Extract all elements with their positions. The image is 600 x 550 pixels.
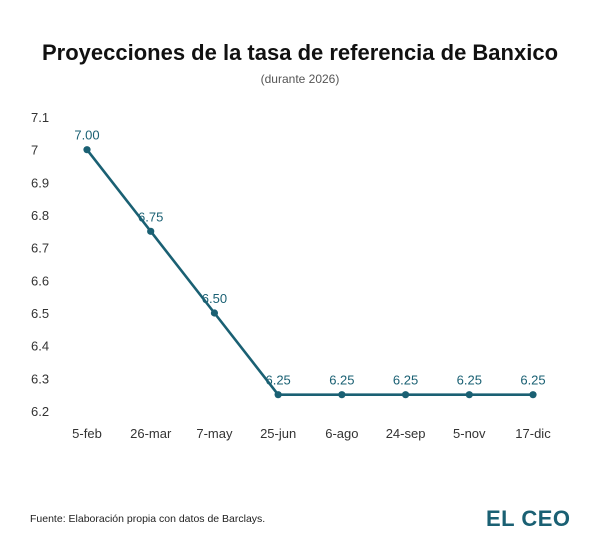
data-label: 6.25 [393,373,418,388]
x-tick-label: 6-ago [325,426,358,441]
y-tick-label: 7.1 [31,110,49,125]
x-tick-label: 5-nov [453,426,486,441]
source-note: Fuente: Elaboración propia con datos de … [30,513,266,525]
y-tick-label: 6.8 [31,208,49,223]
y-tick-label: 6.7 [31,241,49,256]
data-label: 6.50 [202,291,227,306]
y-tick-label: 6.5 [31,306,49,321]
data-point [147,227,155,235]
y-tick-label: 6.4 [31,339,49,354]
brand-logo: EL CEO [486,506,571,531]
data-label: 6.25 [457,373,482,388]
x-tick-label: 24-sep [386,426,426,441]
y-tick-label: 7 [31,143,38,158]
x-tick-label: 17-dic [515,426,551,441]
y-tick-label: 6.2 [31,404,49,419]
x-tick-label: 26-mar [130,426,172,441]
y-tick-label: 6.9 [31,175,49,190]
data-label: 7.00 [74,128,99,143]
chart-title: Proyecciones de la tasa de referencia de… [41,40,559,65]
x-tick-label: 7-may [196,426,233,441]
data-label: 6.25 [265,373,290,388]
data-point [401,391,410,399]
chart-subtitle: (durante 2026) [260,72,340,86]
y-tick-label: 6.3 [31,371,49,386]
series-line [85,148,533,396]
data-label: 6.25 [329,373,354,388]
data-point [274,391,282,399]
data-point [465,391,473,399]
y-tick-label: 6.6 [31,273,49,288]
data-point [83,146,91,154]
x-tick-label: 5-feb [72,426,102,441]
data-point [529,391,537,399]
data-point [338,391,346,399]
data-label: 6.25 [520,373,545,388]
data-label: 6.75 [138,209,163,224]
x-tick-label: 25-jun [260,426,296,441]
data-point [210,309,219,317]
